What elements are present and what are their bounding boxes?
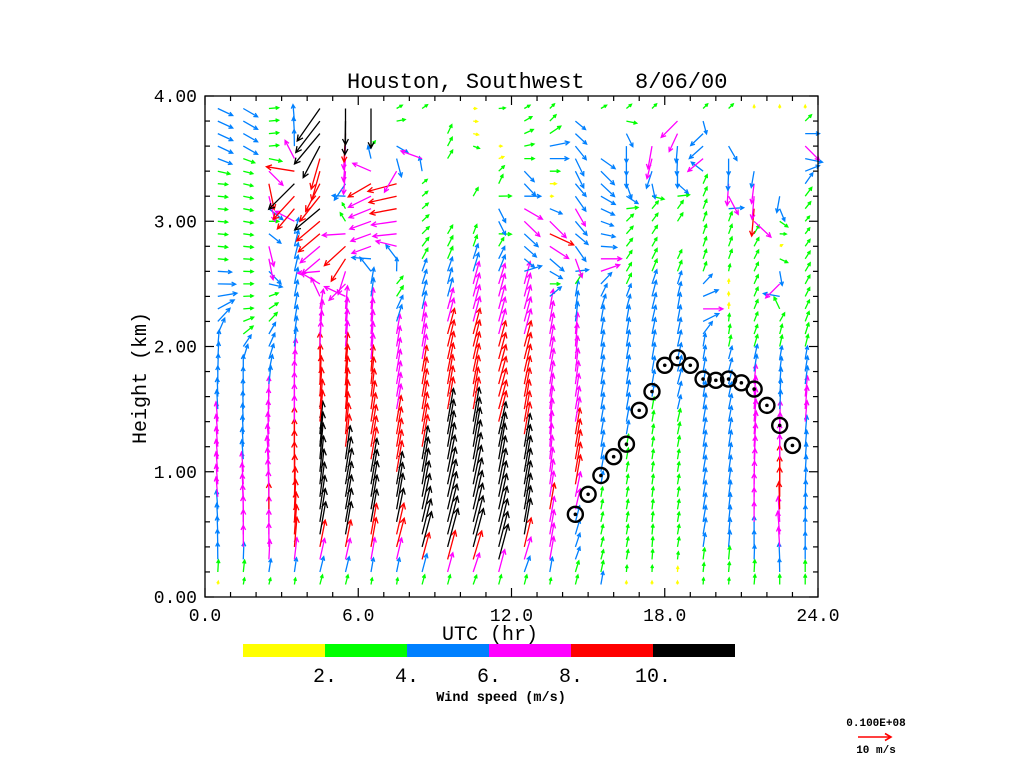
axis-tick-labels: 0.0 6.0 12.0 18.0 24.0 0.00 1.00 2.00 3.00 4.00 <box>154 88 840 627</box>
wind-profile-column <box>264 103 301 585</box>
y-axis-label: Height (km) <box>130 312 153 444</box>
colorbar-boundary-label: 10. <box>635 666 671 689</box>
wind-profile-column <box>320 108 355 585</box>
bl-marker <box>630 401 648 420</box>
chart-title-location: Houston, Southwest <box>347 70 585 95</box>
vector-scale-arrow-icon <box>858 732 893 742</box>
bl-marker <box>770 416 789 435</box>
wind-profile-column <box>548 102 575 585</box>
bl-marker <box>604 448 623 466</box>
x-tick-label: 12.0 <box>490 607 533 627</box>
bl-marker <box>745 380 763 398</box>
wind-profile-column <box>264 105 285 585</box>
wind-profile-column <box>239 107 259 585</box>
colorbar-boundary-label: 2. <box>313 666 337 689</box>
bl-marker <box>592 466 610 485</box>
colorbar-segment <box>243 644 325 657</box>
colorbar-title: Wind speed (m/s) <box>436 691 566 706</box>
colorbar-boundary-label: 4. <box>395 666 419 689</box>
bl-marker <box>783 436 802 455</box>
x-tick-label: 18.0 <box>643 607 686 627</box>
vector-scale-legend: 0.100E+08 10 m/s <box>846 718 906 757</box>
wind-profile-column <box>213 107 239 585</box>
vector-scale-value: 0.100E+08 <box>846 718 906 730</box>
colorbar-segment <box>489 644 571 657</box>
wind-profile-column <box>293 108 329 585</box>
bl-marker <box>694 370 712 388</box>
wind-profile-column <box>599 104 623 585</box>
colorbar-segment <box>571 644 653 657</box>
wind-profile-column <box>346 108 380 585</box>
boundary-layer-markers <box>566 349 802 524</box>
bl-marker <box>668 349 687 367</box>
wind-vector-field <box>213 102 824 585</box>
wind-profile-column <box>366 104 410 585</box>
bl-marker <box>707 371 725 390</box>
bl-marker <box>617 435 636 453</box>
colorbar-boundary-label: 8. <box>559 666 583 689</box>
bl-marker <box>758 396 776 415</box>
wind-profile-column <box>623 103 640 585</box>
colorbar: 2. 4. 6. 8. 10. <box>243 644 735 689</box>
colorbar-segment <box>325 644 407 657</box>
y-tick-label: 0.00 <box>154 589 197 609</box>
y-tick-label: 3.00 <box>154 213 197 233</box>
wind-profile-column <box>446 123 460 585</box>
axis-ticks <box>204 95 819 598</box>
wind-profile-column <box>645 102 666 585</box>
y-tick-label: 1.00 <box>154 464 197 484</box>
wind-profile-column <box>761 103 789 585</box>
wind-profile-column <box>724 102 746 585</box>
wind-profile-column <box>686 102 725 585</box>
x-tick-label: 6.0 <box>342 607 374 627</box>
colorbar-segment <box>407 644 489 657</box>
wind-profile-column <box>472 106 486 585</box>
vector-scale-units: 10 m/s <box>856 745 896 757</box>
bl-marker <box>681 356 699 374</box>
wind-profile-column <box>523 104 544 585</box>
wind-profile-column <box>748 103 772 585</box>
y-tick-label: 4.00 <box>154 88 197 108</box>
bl-marker <box>656 356 674 374</box>
bl-marker <box>643 382 661 401</box>
wind-profile-column <box>660 120 691 585</box>
x-tick-label: 0.0 <box>189 607 221 627</box>
x-axis-label: UTC (hr) <box>442 624 538 647</box>
bl-marker <box>579 485 597 503</box>
bl-marker <box>566 505 585 524</box>
y-tick-label: 2.00 <box>154 339 197 359</box>
wind-profile-column <box>498 106 513 585</box>
colorbar-segment <box>653 644 735 657</box>
x-tick-label: 24.0 <box>796 607 839 627</box>
wind-profile-column <box>399 103 434 585</box>
chart-title-date: 8/06/00 <box>635 70 727 95</box>
colorbar-boundary-label: 6. <box>477 666 501 689</box>
wind-profile-column <box>802 103 824 585</box>
